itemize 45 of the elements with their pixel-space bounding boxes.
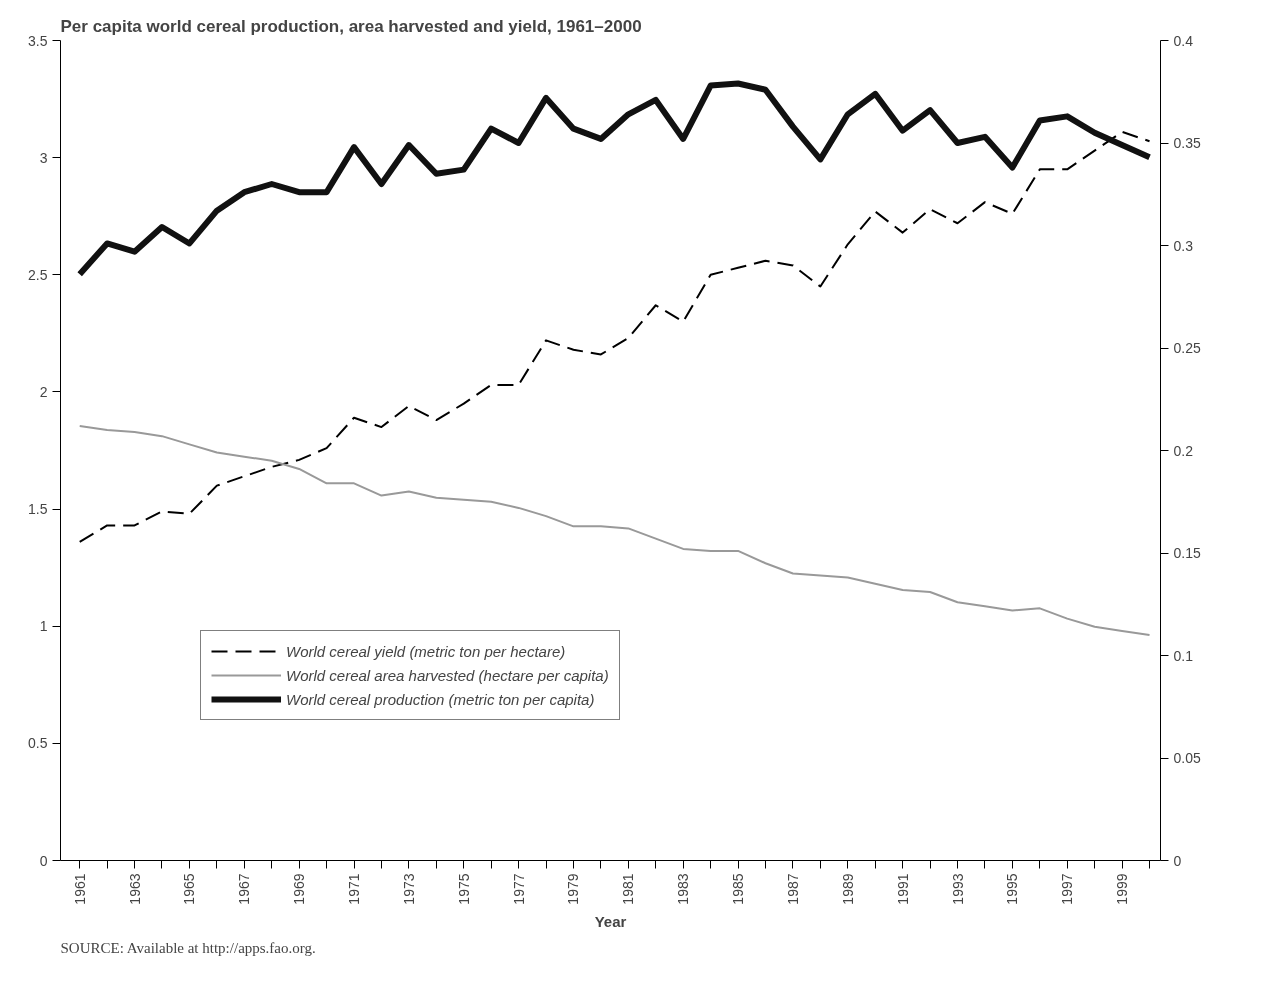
y-tick-label: 2: [39, 383, 48, 400]
x-tick-label: 1967: [236, 873, 253, 905]
y-tick-label: 0: [39, 852, 48, 869]
x-tick-label: 1999: [1114, 873, 1131, 905]
x-tick-label: 1975: [455, 873, 472, 905]
y2-tick-label: 0.35: [1173, 135, 1201, 151]
x-tick-label: 1971: [346, 873, 363, 905]
x-tick-label: 1991: [894, 873, 911, 905]
x-axis-title: Year: [594, 912, 627, 930]
y-tick-label: 0.5: [28, 735, 48, 752]
x-tick-label: 1969: [291, 873, 308, 905]
x-tick-label: 1963: [126, 873, 143, 905]
x-tick-label: 1987: [784, 873, 801, 905]
y-tick-label: 1: [39, 618, 48, 635]
line-series: [78, 130, 1151, 543]
x-tick-label: 1985: [730, 873, 747, 905]
x-tick-label: 1981: [620, 873, 637, 905]
x-tick-label: 1973: [400, 873, 417, 905]
y-tick-label: 2.5: [28, 266, 48, 283]
y2-tick-label: 0.4: [1173, 32, 1194, 49]
legend-label: World cereal yield (metric ton per hectare): [286, 642, 566, 660]
source-note: SOURCE: Available at http://apps.fao.org.: [60, 939, 316, 956]
y2-tick-label: 0.15: [1173, 545, 1201, 561]
y2-tick-label: 0: [1173, 852, 1182, 869]
x-tick-label: 1989: [839, 873, 856, 905]
legend-label: World cereal production (metric ton per capita): [286, 690, 595, 708]
y-tick-label: 1.5: [28, 501, 48, 518]
x-tick-label: 1993: [949, 873, 966, 905]
y2-tick-label: 0.3: [1173, 237, 1194, 254]
x-tick-label: 1997: [1059, 873, 1076, 905]
y2-tick-label: 0.1: [1173, 647, 1194, 664]
y2-tick-label: 0.25: [1173, 340, 1201, 356]
y-tick-label: 3: [39, 149, 48, 166]
x-tick-label: 1965: [181, 873, 198, 905]
legend-label: World cereal area harvested (hectare per capita): [286, 666, 609, 684]
x-tick-label: 1977: [510, 873, 527, 905]
x-tick-label: 1979: [565, 873, 582, 905]
chart-title: Per capita world cereal production, area harvested and yield, 1961–2000: [60, 16, 642, 36]
line-series: [78, 424, 1151, 636]
y2-tick-label: 0.05: [1173, 750, 1201, 766]
x-tick-label: 1983: [675, 873, 692, 905]
y-tick-label: 3.5: [28, 32, 48, 49]
y2-tick-label: 0.2: [1173, 442, 1194, 459]
x-tick-label: 1961: [71, 873, 88, 905]
x-tick-label: 1995: [1004, 873, 1021, 905]
